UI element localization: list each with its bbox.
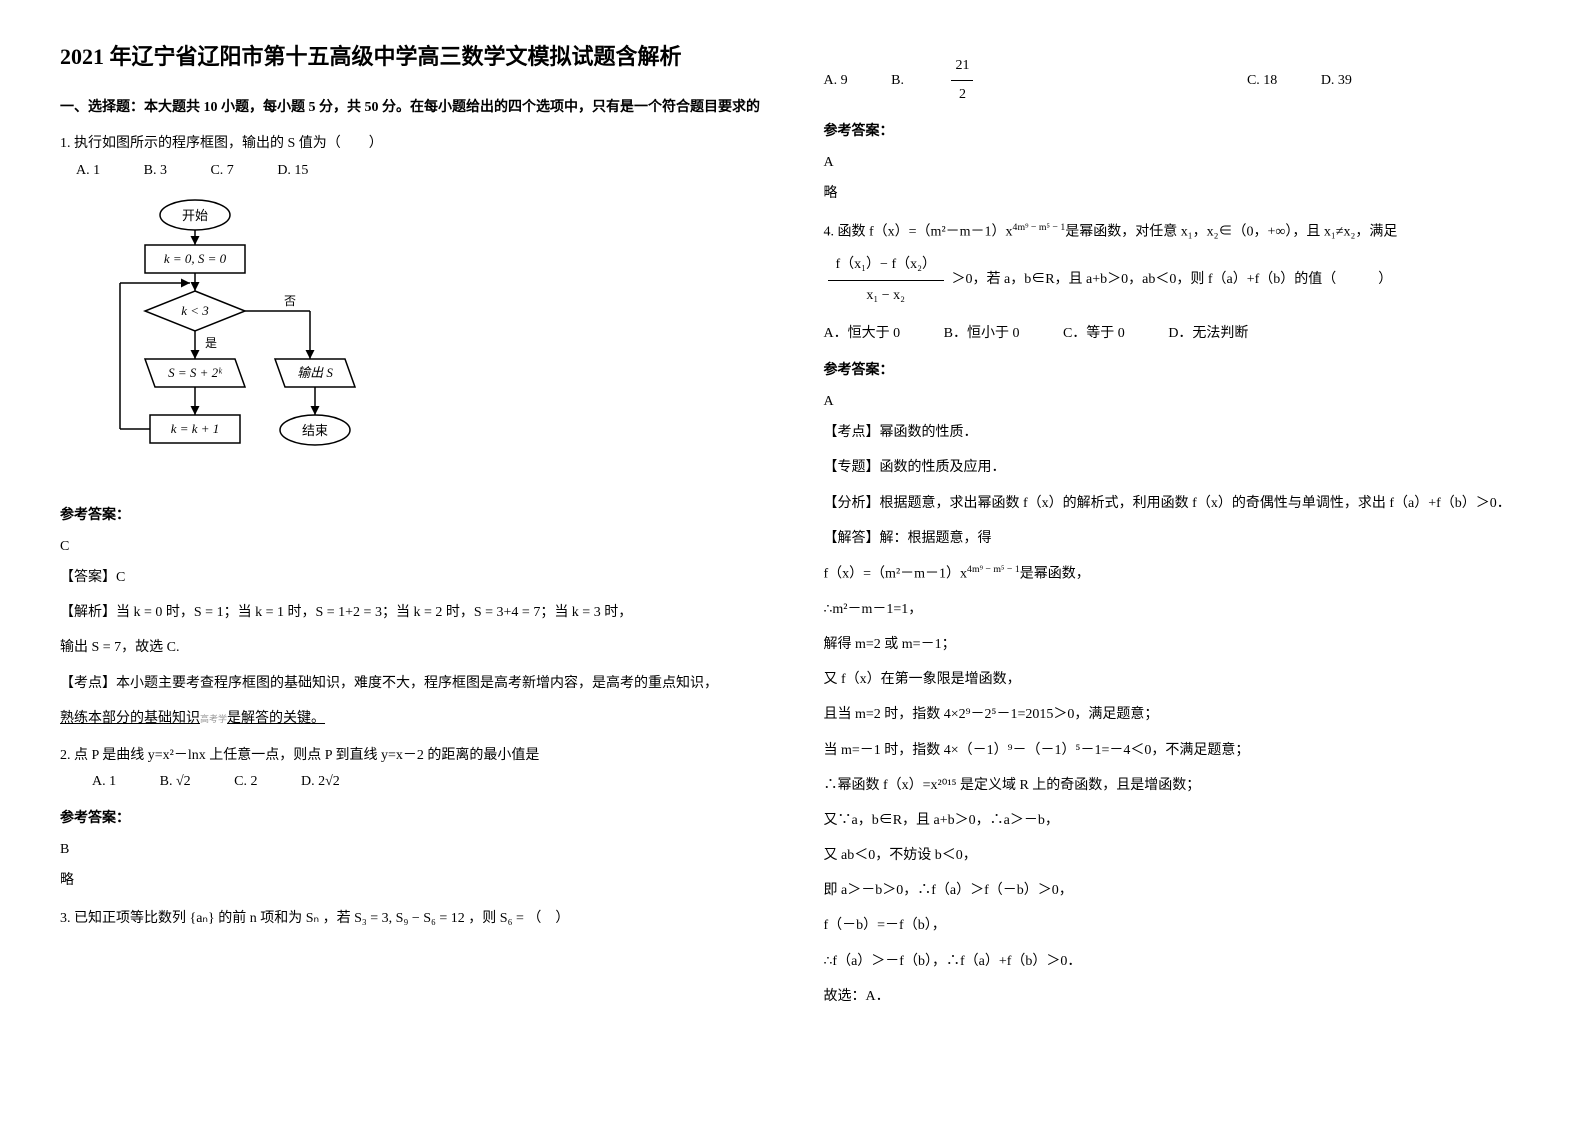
q3-ask: S₆ =: [500, 911, 524, 926]
flow-start-text: 开始: [182, 208, 208, 223]
q4-opt-c: C．等于 0: [1063, 320, 1125, 348]
q4-l10: 即 a＞－b＞0，∴f（a）＞f（－b）＞0，: [824, 878, 1528, 903]
question-3-stem: 3. 已知正项等比数列 {aₙ} 的前 n 项和为 Sₙ ，若 S₃ = 3, …: [60, 906, 764, 931]
q1-point-2: 熟练本部分的基础知识高考学是解答的关键。: [60, 706, 764, 731]
q3-paren: （ ）: [527, 911, 569, 926]
q2-opt-b: B. √2: [160, 768, 191, 796]
q1-opt-d: D. 15: [277, 157, 308, 185]
q3-opt-d: D. 39: [1321, 67, 1352, 95]
q4-l6: 当 m=－1 时，指数 4×（－1）⁹－（－1）⁵－1=－4＜0，不满足题意；: [824, 738, 1528, 763]
q4-answer-letter: A: [824, 389, 1528, 414]
q1-point-2-u: 熟练本部分的基础知识: [60, 711, 200, 726]
flowchart-svg: 开始 k = 0, S = 0 k < 3 否 是 S = S + 2ᵏ: [90, 197, 370, 487]
q2-opt-d: D. 2√2: [301, 768, 340, 796]
q3-options: A. 9 B. 21 2 C. 18 D. 39: [824, 52, 1528, 109]
q1-stem: 1. 执行如图所示的程序框图，输出的 S 值为（ ）: [60, 131, 764, 156]
q4-point: 【考点】幂函数的性质．: [824, 420, 1528, 445]
q4-l3: 解得 m=2 或 m=－1；: [824, 632, 1528, 657]
q4-answer-label: 参考答案：: [824, 358, 1528, 383]
page-title: 2021 年辽宁省辽阳市第十五高级中学高三数学文模拟试题含解析: [60, 40, 764, 73]
q3-answer-label: 参考答案：: [824, 119, 1528, 144]
q2-stem: 2. 点 P 是曲线 y=x²－lnx 上任意一点，则点 P 到直线 y=x－2…: [60, 743, 764, 768]
q4-l13: 故选：A．: [824, 984, 1528, 1009]
q4-l8: 又∵a，b∈R，且 a+b＞0，∴a＞－b，: [824, 808, 1528, 833]
q3-stem-d: ，则: [468, 911, 496, 926]
q4-options: A．恒大于 0 B．恒小于 0 C．等于 0 D．无法判断: [824, 320, 1528, 348]
q4-topic: 【专题】函数的性质及应用．: [824, 455, 1528, 480]
q1-explain-2: 输出 S = 7，故选 C.: [60, 635, 764, 660]
question-2: 2. 点 P 是曲线 y=x²－lnx 上任意一点，则点 P 到直线 y=x－2…: [60, 743, 764, 894]
q3-seq: {aₙ}: [190, 911, 215, 926]
q1-answer-letter: C: [60, 534, 764, 559]
q3-note: 略: [824, 181, 1528, 206]
question-4: 4. 函数 f（x）=（m²－m－1）x4m⁹ − m⁵ − 1是幂函数，对任意…: [824, 219, 1528, 1009]
q1-opt-b: B. 3: [144, 157, 167, 185]
q4-l2: ∴m²－m－1=1，: [824, 597, 1528, 622]
flow-yes-label: 是: [205, 336, 217, 350]
q4-analysis: 【分析】根据题意，求出幂函数 f（x）的解析式，利用函数 f（x）的奇偶性与单调…: [824, 491, 1528, 516]
q4-sol-label: 【解答】解：根据题意，得: [824, 526, 1528, 551]
q1-point-1: 【考点】本小题主要考查程序框图的基础知识，难度不大，程序框图是高考新增内容，是高…: [60, 671, 764, 696]
q3-stem-a: 3. 已知正项等比数列: [60, 911, 186, 926]
q3-opt-b: B. 21 2: [891, 52, 1053, 109]
q2-note: 略: [60, 868, 764, 893]
flowchart: 开始 k = 0, S = 0 k < 3 否 是 S = S + 2ᵏ: [90, 197, 764, 487]
flow-init-text: k = 0, S = 0: [164, 251, 227, 266]
q2-opt-c: C. 2: [234, 768, 257, 796]
q4-l12: ∴f（a）＞－f（b），∴f（a）+f（b）＞0．: [824, 949, 1528, 974]
section-heading: 一、选择题：本大题共 10 小题，每小题 5 分，共 50 分。在每小题给出的四…: [60, 97, 764, 119]
question-1: 1. 执行如图所示的程序框图，输出的 S 值为（ ） A. 1 B. 3 C. …: [60, 131, 764, 731]
right-column: A. 9 B. 21 2 C. 18 D. 39 参考答案： A 略 4. 函数…: [824, 40, 1528, 1021]
q4-l7: ∴幂函数 f（x）=x²⁰¹⁵ 是定义域 R 上的奇函数，且是增函数；: [824, 773, 1528, 798]
q4-l1: f（x）=（m²－m－1）x4m⁹ − m⁵ − 1是幂函数，: [824, 561, 1528, 587]
q4-l5: 且当 m=2 时，指数 4×2⁹－2⁵－1=2015＞0，满足题意；: [824, 702, 1528, 727]
q2-options: A. 1 B. √2 C. 2 D. 2√2: [92, 768, 764, 796]
q3-sn: Sₙ: [306, 911, 319, 926]
q4-fraction-line: f（x₁）− f（x₂） x₁ − x₂ ＞0，若 a，b∈R，且 a+b＞0，…: [824, 252, 1528, 307]
q4-l11: f（－b）=－f（b），: [824, 913, 1528, 938]
q4-opt-d: D．无法判断: [1168, 320, 1248, 348]
left-column: 2021 年辽宁省辽阳市第十五高级中学高三数学文模拟试题含解析 一、选择题：本大…: [60, 40, 764, 1021]
q4-opt-a: A．恒大于 0: [824, 320, 901, 348]
q1-answer-label: 参考答案：: [60, 503, 764, 528]
flow-end-text: 结束: [302, 423, 328, 438]
flow-output-text: 输出 S: [297, 365, 333, 380]
q2-answer-label: 参考答案：: [60, 806, 764, 831]
q1-opt-c: C. 7: [210, 157, 233, 185]
q2-answer-letter: B: [60, 837, 764, 862]
q3-stem-c: ，若: [323, 911, 351, 926]
q4-opt-b: B．恒小于 0: [944, 320, 1020, 348]
q3-opt-c: C. 18: [1247, 67, 1277, 95]
q1-point-2-s: 是解答的关键。: [227, 711, 325, 726]
q3-opt-a: A. 9: [824, 67, 848, 95]
q4-l9: 又 ab＜0，不妨设 b＜0，: [824, 843, 1528, 868]
question-3-opts: A. 9 B. 21 2 C. 18 D. 39 参考答案： A 略: [824, 52, 1528, 207]
q1-explain-1: 【解析】当 k = 0 时，S = 1；当 k = 1 时，S = 1+2 = …: [60, 600, 764, 625]
q3-answer-letter: A: [824, 150, 1528, 175]
flow-body-text: S = S + 2ᵏ: [168, 365, 223, 380]
q3-cond1: S₃ = 3, S₉ − S₆ = 12: [354, 911, 465, 926]
q2-opt-a: A. 1: [92, 768, 116, 796]
q1-answer-tag: 【答案】C: [60, 565, 764, 590]
q4-l4: 又 f（x）在第一象限是增函数，: [824, 667, 1528, 692]
q1-options: A. 1 B. 3 C. 7 D. 15: [76, 157, 764, 185]
q1-opt-a: A. 1: [76, 157, 100, 185]
flow-inc-text: k = k + 1: [171, 421, 220, 436]
flow-cond-text: k < 3: [181, 303, 209, 318]
flow-no-label: 否: [284, 294, 296, 308]
q3-stem-b: 的前 n 项和为: [218, 911, 302, 926]
q4-stem-line1: 4. 函数 f（x）=（m²－m－1）x4m⁹ − m⁵ − 1是幂函数，对任意…: [824, 219, 1528, 245]
